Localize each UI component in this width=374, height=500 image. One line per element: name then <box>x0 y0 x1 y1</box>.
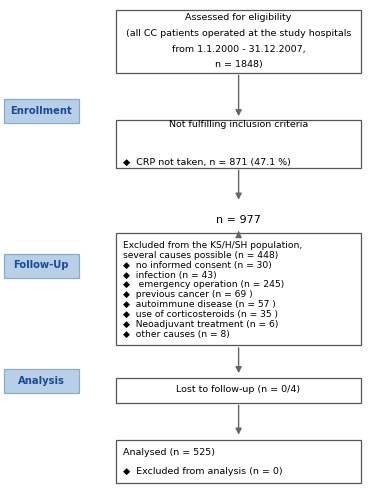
Text: several causes possible (n = 448): several causes possible (n = 448) <box>123 250 278 260</box>
Text: from 1.1.2000 - 31.12.2007,: from 1.1.2000 - 31.12.2007, <box>172 44 305 54</box>
Text: Not fulfilling inclusion criteria: Not fulfilling inclusion criteria <box>169 120 308 129</box>
Text: Lost to follow-up (n = 0/4): Lost to follow-up (n = 0/4) <box>177 386 300 394</box>
Text: Analysis: Analysis <box>18 376 65 386</box>
FancyBboxPatch shape <box>4 368 79 392</box>
Text: ◆   emergency operation (n = 245): ◆ emergency operation (n = 245) <box>123 280 284 289</box>
Text: n = 1848): n = 1848) <box>215 60 262 70</box>
FancyBboxPatch shape <box>116 440 361 482</box>
Text: ◆  Excluded from analysis (n = 0): ◆ Excluded from analysis (n = 0) <box>123 466 282 475</box>
Text: ◆  CRP not taken, n = 871 (47.1 %): ◆ CRP not taken, n = 871 (47.1 %) <box>123 158 291 167</box>
FancyBboxPatch shape <box>116 10 361 72</box>
Text: ◆  autoimmune disease (n = 57 ): ◆ autoimmune disease (n = 57 ) <box>123 300 275 309</box>
Text: ◆  other causes (n = 8): ◆ other causes (n = 8) <box>123 330 229 339</box>
Text: Excluded from the KS/H/SH population,: Excluded from the KS/H/SH population, <box>123 241 302 250</box>
FancyBboxPatch shape <box>4 254 79 278</box>
Text: Follow-Up: Follow-Up <box>13 260 69 270</box>
FancyBboxPatch shape <box>116 120 361 168</box>
Text: ◆  previous cancer (n = 69 ): ◆ previous cancer (n = 69 ) <box>123 290 252 300</box>
Text: ◆  no informed consent (n = 30): ◆ no informed consent (n = 30) <box>123 260 272 270</box>
Text: ◆  infection (n = 43): ◆ infection (n = 43) <box>123 270 216 280</box>
Text: ◆  use of corticosteroids (n = 35 ): ◆ use of corticosteroids (n = 35 ) <box>123 310 278 319</box>
Text: Assessed for eligibility: Assessed for eligibility <box>185 13 292 22</box>
Text: Enrollment: Enrollment <box>10 106 72 116</box>
FancyBboxPatch shape <box>4 98 79 122</box>
Text: (all CC patients operated at the study hospitals: (all CC patients operated at the study h… <box>126 29 351 38</box>
Text: Analysed (n = 525): Analysed (n = 525) <box>123 448 215 457</box>
FancyBboxPatch shape <box>116 232 361 345</box>
Text: n = 977: n = 977 <box>216 215 261 225</box>
FancyBboxPatch shape <box>116 378 361 402</box>
Text: ◆  Neoadjuvant treatment (n = 6): ◆ Neoadjuvant treatment (n = 6) <box>123 320 278 329</box>
